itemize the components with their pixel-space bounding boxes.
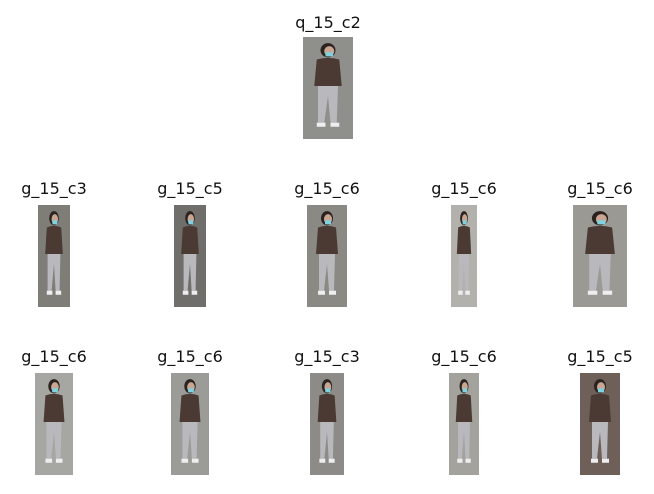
- gallery-label: g_15_c6: [431, 179, 497, 198]
- query-label: q_15_c2: [295, 13, 361, 32]
- gallery-person-image: [174, 205, 206, 307]
- gallery-person-image: [171, 373, 209, 475]
- gallery-person-image: [310, 373, 344, 475]
- gallery-label: g_15_c6: [294, 179, 360, 198]
- gallery-label: g_15_c6: [157, 347, 223, 366]
- gallery-cell: g_15_c5: [130, 180, 250, 307]
- query-cell: q_15_c2: [268, 14, 388, 139]
- gallery-person-image: [451, 205, 477, 307]
- query-person-image: [303, 37, 353, 139]
- gallery-person-image: [35, 373, 73, 475]
- gallery-label: g_15_c6: [567, 179, 633, 198]
- gallery-person-image: [38, 205, 70, 307]
- gallery-person-image: [449, 373, 479, 475]
- gallery-person-image: [307, 205, 347, 307]
- gallery-cell: g_15_c3: [0, 180, 114, 307]
- gallery-cell: g_15_c3: [267, 348, 387, 475]
- gallery-cell: g_15_c6: [404, 348, 524, 475]
- gallery-label: g_15_c6: [21, 347, 87, 366]
- gallery-person-image: [573, 205, 627, 307]
- gallery-label: g_15_c5: [157, 179, 223, 198]
- gallery-cell: g_15_c6: [130, 348, 250, 475]
- gallery-cell: g_15_c6: [267, 180, 387, 307]
- gallery-label: g_15_c6: [431, 347, 497, 366]
- gallery-cell: g_15_c5: [540, 348, 654, 475]
- gallery-label: g_15_c3: [21, 179, 87, 198]
- gallery-label: g_15_c3: [294, 347, 360, 366]
- gallery-person-image: [580, 373, 620, 475]
- gallery-cell: g_15_c6: [0, 348, 114, 475]
- gallery-cell: g_15_c6: [540, 180, 654, 307]
- gallery-label: g_15_c5: [567, 347, 633, 366]
- gallery-cell: g_15_c6: [404, 180, 524, 307]
